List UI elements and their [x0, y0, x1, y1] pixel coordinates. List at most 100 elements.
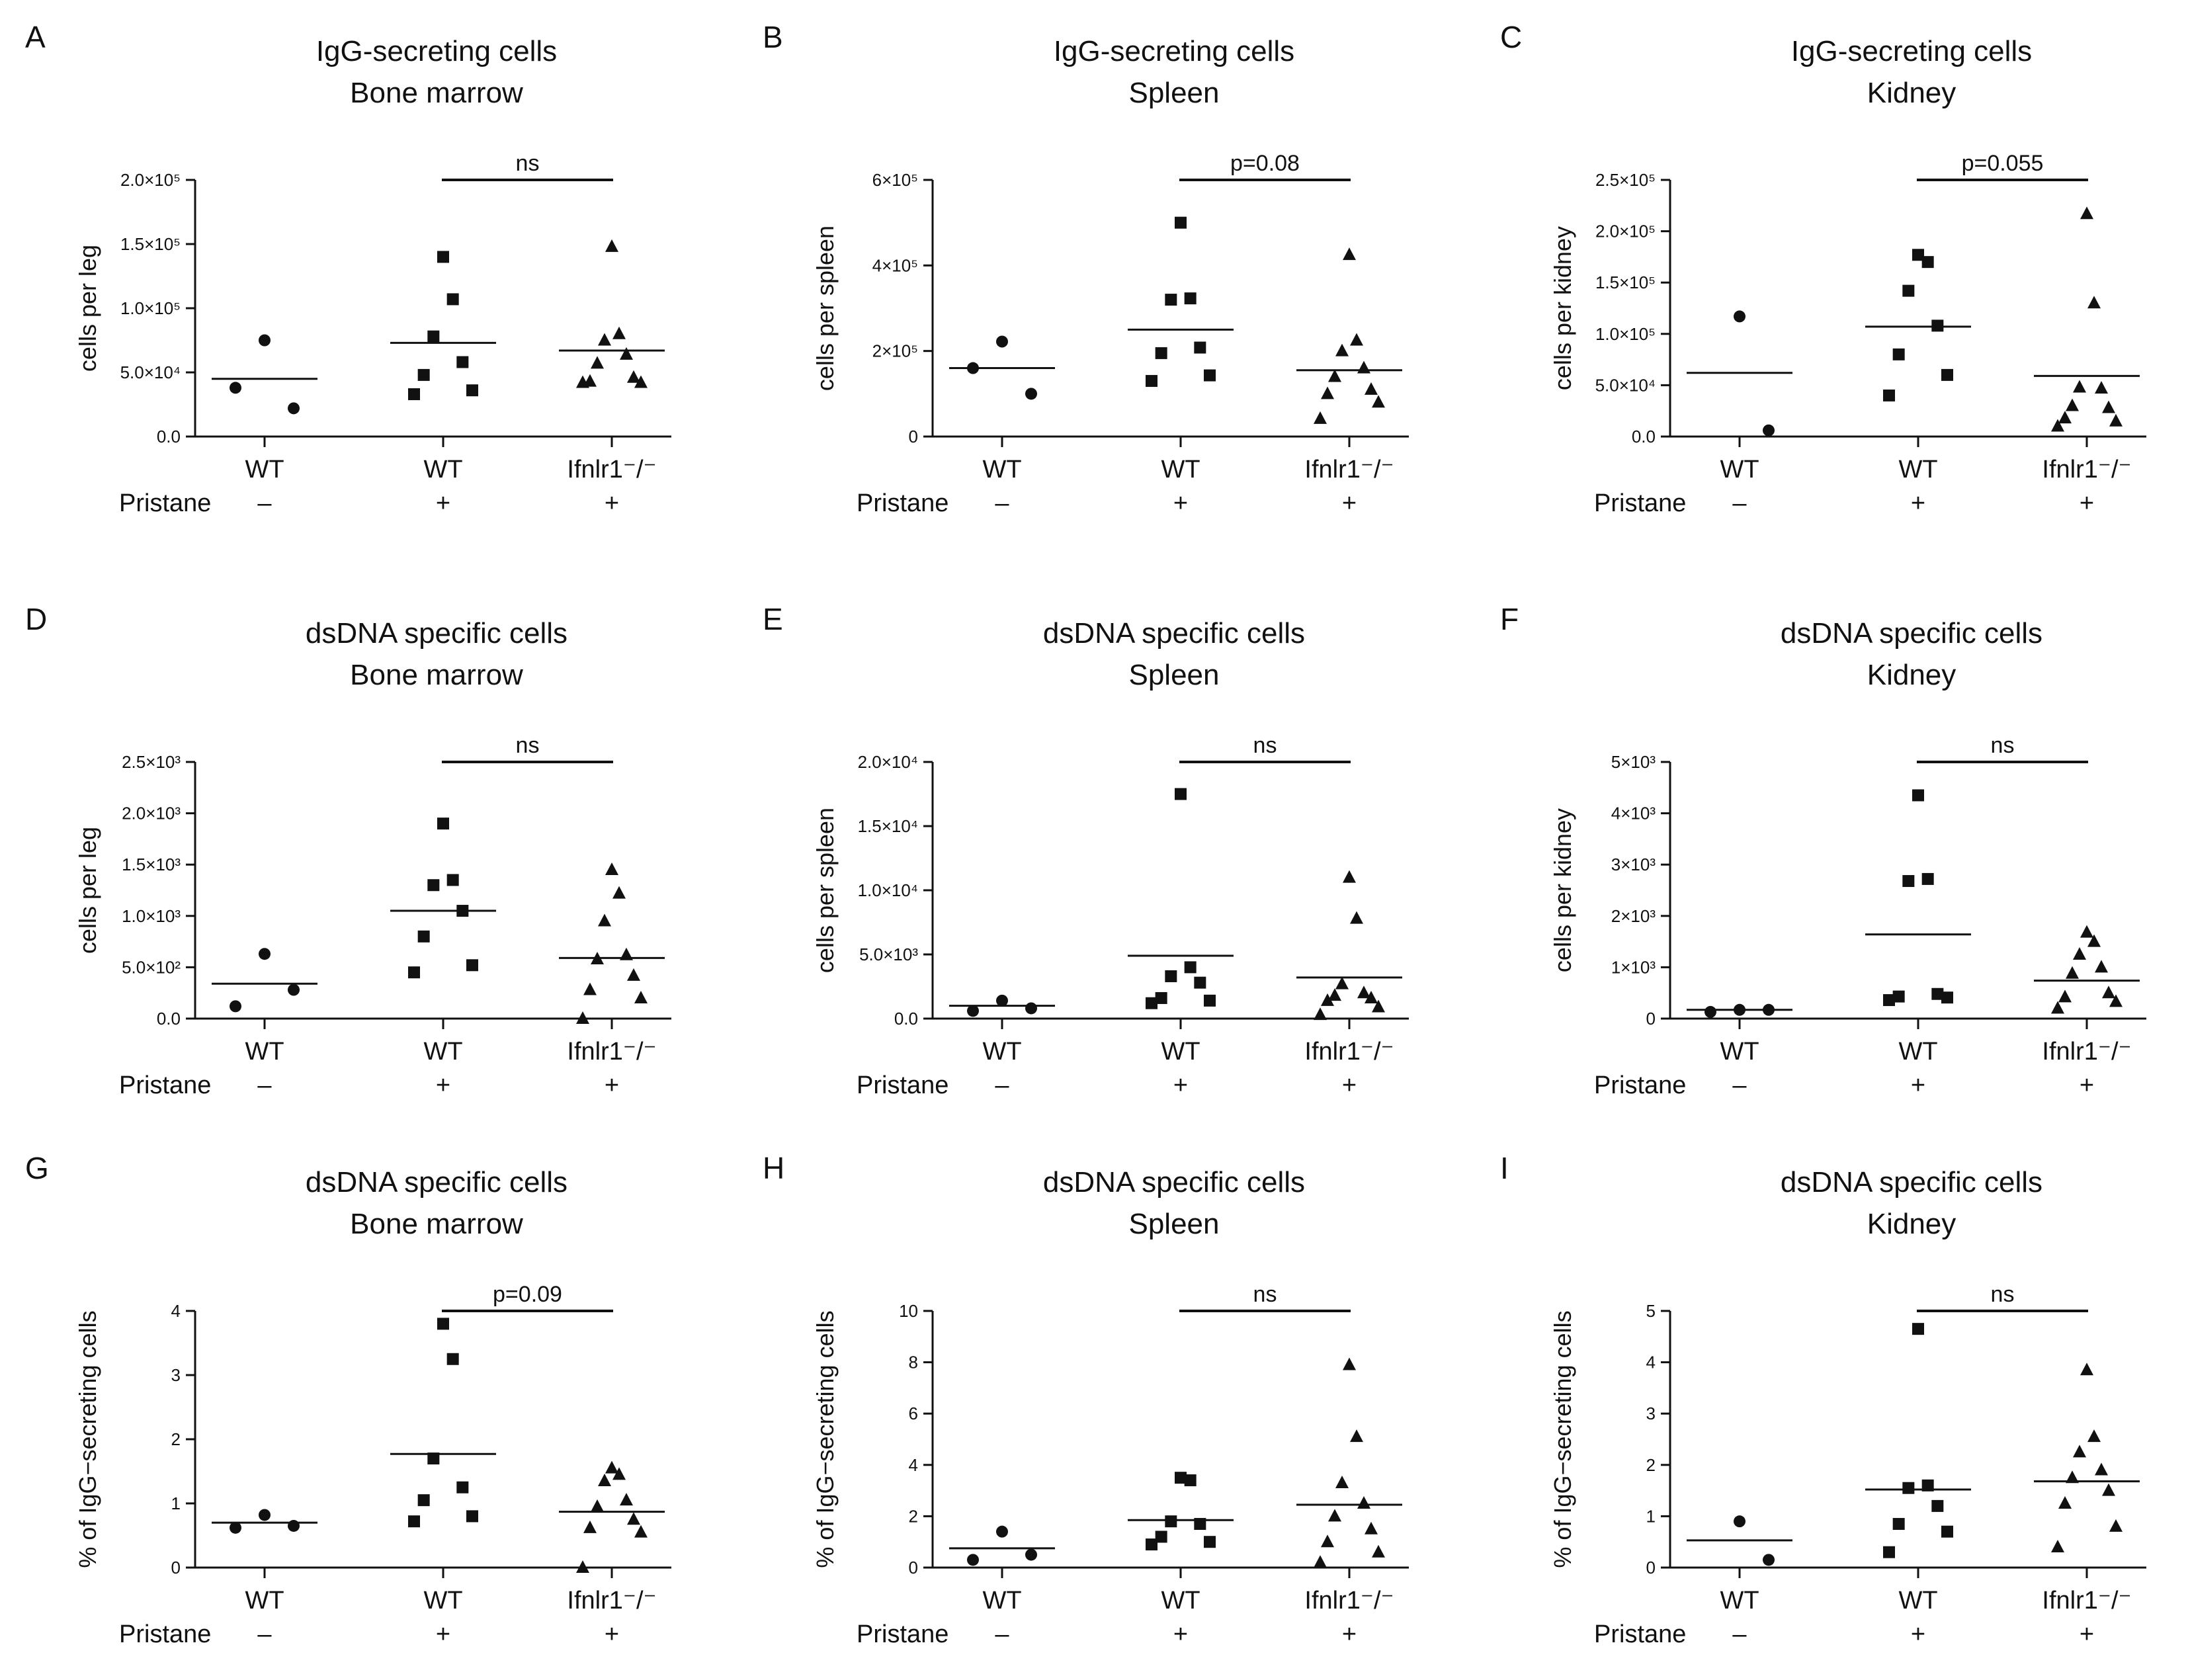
panel-letter: B: [763, 20, 783, 54]
data-point-square: [446, 874, 459, 886]
data-point-triangle: [634, 1525, 648, 1538]
y-tick-label: 8: [909, 1353, 918, 1372]
pristane-sign: +: [605, 489, 619, 517]
data-point-triangle: [576, 1011, 589, 1024]
group-label: WT: [423, 456, 462, 483]
data-point-triangle: [2109, 413, 2123, 427]
group-label: WT: [1720, 456, 1759, 483]
y-tick-label: 2.0×10⁵: [120, 170, 181, 190]
data-point-triangle: [1357, 360, 1370, 374]
data-point-square: [437, 251, 449, 263]
pristane-sign: +: [605, 1620, 619, 1648]
panel-letter: I: [1500, 1151, 1509, 1185]
data-point-circle: [1025, 388, 1037, 400]
data-point-triangle: [2102, 400, 2115, 413]
chart-title: dsDNA specific cells: [1043, 1166, 1305, 1198]
data-point-triangle: [1365, 382, 1378, 395]
data-point-triangle: [1321, 386, 1334, 399]
significance-label: p=0.08: [1230, 151, 1300, 176]
data-point-circle: [996, 335, 1008, 348]
data-point-triangle: [1321, 1534, 1334, 1548]
y-tick-label: 2: [171, 1429, 181, 1449]
data-point-triangle: [2102, 986, 2115, 999]
data-point-square: [427, 1452, 440, 1465]
data-point-square: [446, 1353, 459, 1365]
data-point-triangle: [1350, 911, 1363, 924]
data-point-triangle: [1314, 1007, 1327, 1021]
group-label: WT: [1720, 1038, 1759, 1066]
chart-title: dsDNA specific cells: [1781, 617, 2042, 650]
y-tick-label: 1.5×10⁵: [1595, 273, 1656, 292]
data-point-circle: [1734, 310, 1746, 323]
group-label: WT: [982, 1038, 1021, 1066]
y-tick-label: 5.0×10⁴: [120, 362, 181, 382]
data-point-square: [437, 1318, 449, 1330]
pristane-label: Pristane: [857, 1071, 948, 1099]
pristane-label: Pristane: [857, 489, 948, 517]
group-label: WT: [245, 1038, 284, 1066]
group-label: Ifnlr1⁻/⁻: [567, 456, 656, 483]
significance-label: ns: [1253, 733, 1277, 758]
data-point-circle: [288, 984, 300, 996]
group-label: WT: [1720, 1587, 1759, 1615]
data-point-circle: [996, 994, 1008, 1007]
group-label: WT: [423, 1038, 462, 1066]
data-point-square: [1921, 1479, 1934, 1491]
data-point-square: [437, 818, 449, 830]
pristane-label: Pristane: [1594, 489, 1686, 517]
data-point-triangle: [1365, 1521, 1378, 1534]
pristane-sign: +: [1911, 1071, 1925, 1099]
panel-letter: E: [763, 602, 783, 636]
data-point-square: [1892, 1518, 1905, 1531]
y-tick-label: 1: [171, 1493, 181, 1513]
data-point-triangle: [2073, 947, 2086, 960]
pristane-sign: –: [995, 1071, 1009, 1099]
pristane-sign: +: [436, 1071, 450, 1099]
data-point-circle: [1025, 1548, 1037, 1561]
data-point-square: [427, 330, 440, 343]
y-tick-label: 0.0: [157, 1009, 181, 1029]
data-point-square: [1194, 341, 1206, 354]
data-point-square: [1146, 1538, 1157, 1551]
group-label: WT: [1161, 1038, 1200, 1066]
pristane-sign: +: [1911, 1620, 1925, 1648]
y-tick-label: 4: [909, 1455, 918, 1475]
data-point-triangle: [583, 982, 597, 995]
data-point-triangle: [1365, 990, 1378, 1003]
panel-letter: H: [763, 1151, 784, 1185]
pristane-sign: –: [995, 1620, 1009, 1648]
pristane-sign: –: [995, 489, 1009, 517]
data-point-triangle: [598, 913, 611, 927]
group-label: WT: [1898, 1038, 1937, 1066]
significance-label: p=0.09: [493, 1282, 562, 1307]
group-label: WT: [245, 1587, 284, 1615]
data-point-triangle: [598, 333, 611, 346]
pristane-sign: –: [1732, 1620, 1747, 1648]
data-point-triangle: [1335, 343, 1349, 357]
y-axis-label: cells per leg: [74, 827, 101, 954]
pristane-sign: –: [257, 1620, 272, 1648]
data-point-square: [1155, 1531, 1167, 1543]
pristane-sign: +: [1342, 489, 1357, 517]
data-point-triangle: [2058, 1496, 2072, 1509]
data-point-triangle: [2109, 994, 2123, 1007]
data-point-triangle: [1343, 247, 1356, 261]
pristane-sign: +: [1911, 489, 1925, 517]
y-axis-label: cells per kidney: [1549, 808, 1576, 972]
pristane-sign: +: [605, 1071, 619, 1099]
data-point-circle: [1763, 424, 1775, 437]
data-point-triangle: [612, 886, 626, 899]
data-point-square: [1165, 970, 1177, 982]
y-tick-label: 2: [1646, 1455, 1656, 1475]
y-tick-label: 3: [1646, 1404, 1656, 1423]
y-tick-label: 5.0×10²: [122, 957, 181, 977]
y-tick-label: 0.0: [157, 427, 181, 446]
panel-letter: A: [25, 20, 46, 54]
chart-subtitle: Spleen: [1128, 659, 1219, 691]
y-tick-label: 2.5×10³: [122, 752, 181, 772]
data-point-triangle: [591, 1499, 604, 1512]
y-tick-label: 1: [1646, 1506, 1656, 1526]
pristane-sign: –: [1732, 489, 1747, 517]
